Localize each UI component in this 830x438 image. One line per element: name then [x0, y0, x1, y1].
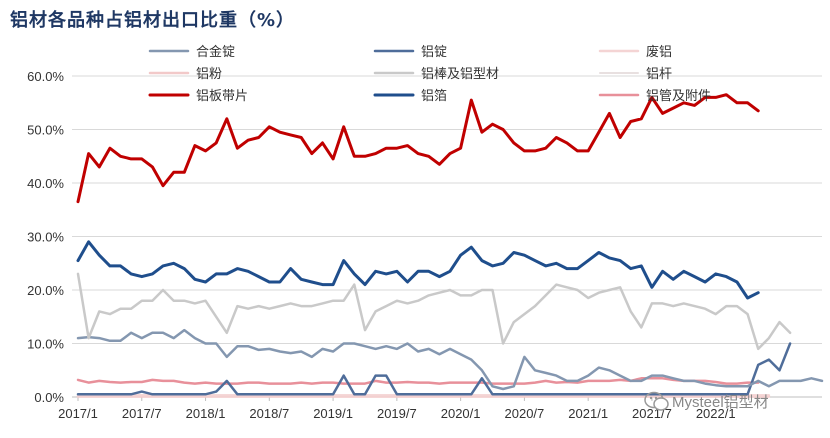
legend-label: 铝箔 — [421, 88, 447, 104]
y-tick-label: 50.0% — [27, 123, 64, 138]
legend-label: 铝粉 — [196, 67, 222, 82]
legend-label: 铝管及附件 — [646, 89, 711, 104]
x-tick-label: 2020/1 — [441, 406, 481, 421]
grid-lines — [72, 75, 822, 398]
axes: 0.0% 10.0% 20.0% 30.0% 40.0% 50.0% 60.0% 2017/1… — [27, 69, 822, 421]
legend-label: 铝棒及铝型材 — [421, 67, 499, 82]
series-line-7 — [76, 240, 760, 300]
legend-label: 铝锭 — [421, 45, 447, 60]
y-tick-label: 20.0% — [27, 283, 64, 298]
x-tick-label: 2017/1 — [58, 406, 98, 421]
series-line-1 — [76, 342, 792, 396]
legend-label: 铝杆 — [646, 67, 672, 82]
watermark-text: Mysteel铝型材 — [672, 394, 769, 411]
y-tick-label: 30.0% — [27, 230, 64, 245]
series-line-8 — [76, 377, 760, 385]
x-tick-label: 2018/1 — [186, 406, 226, 421]
legend-label: 合金锭 — [196, 44, 235, 60]
legend-label: 废铝 — [646, 44, 672, 60]
y-tick-label: 0.0% — [34, 390, 64, 405]
x-tick-label: 2018/7 — [249, 406, 289, 421]
y-tick-label: 10.0% — [27, 337, 64, 352]
series-line-6 — [76, 93, 760, 204]
x-tick-label: 2019/1 — [313, 406, 353, 421]
chart-title: 铝材各品种占铝材出口比重（%） — [10, 10, 296, 31]
x-tick-label: 2022/1 — [696, 406, 736, 421]
series-lines — [76, 93, 824, 398]
legend-label: 铝板带片 — [196, 89, 248, 104]
watermark: Mysteel铝型材 — [640, 388, 820, 416]
x-tick-label: 2020/7 — [505, 406, 545, 421]
series-line-0 — [76, 328, 824, 391]
x-tick-label: 2021/1 — [568, 406, 608, 421]
x-tick-label: 2017/7 — [122, 406, 162, 421]
wechat-icon — [644, 391, 669, 411]
y-tick-label: 60.0% — [27, 69, 64, 84]
y-tick-label: 40.0% — [27, 176, 64, 191]
x-tick-label: 2019/7 — [377, 406, 417, 421]
series-line-4 — [76, 272, 792, 351]
